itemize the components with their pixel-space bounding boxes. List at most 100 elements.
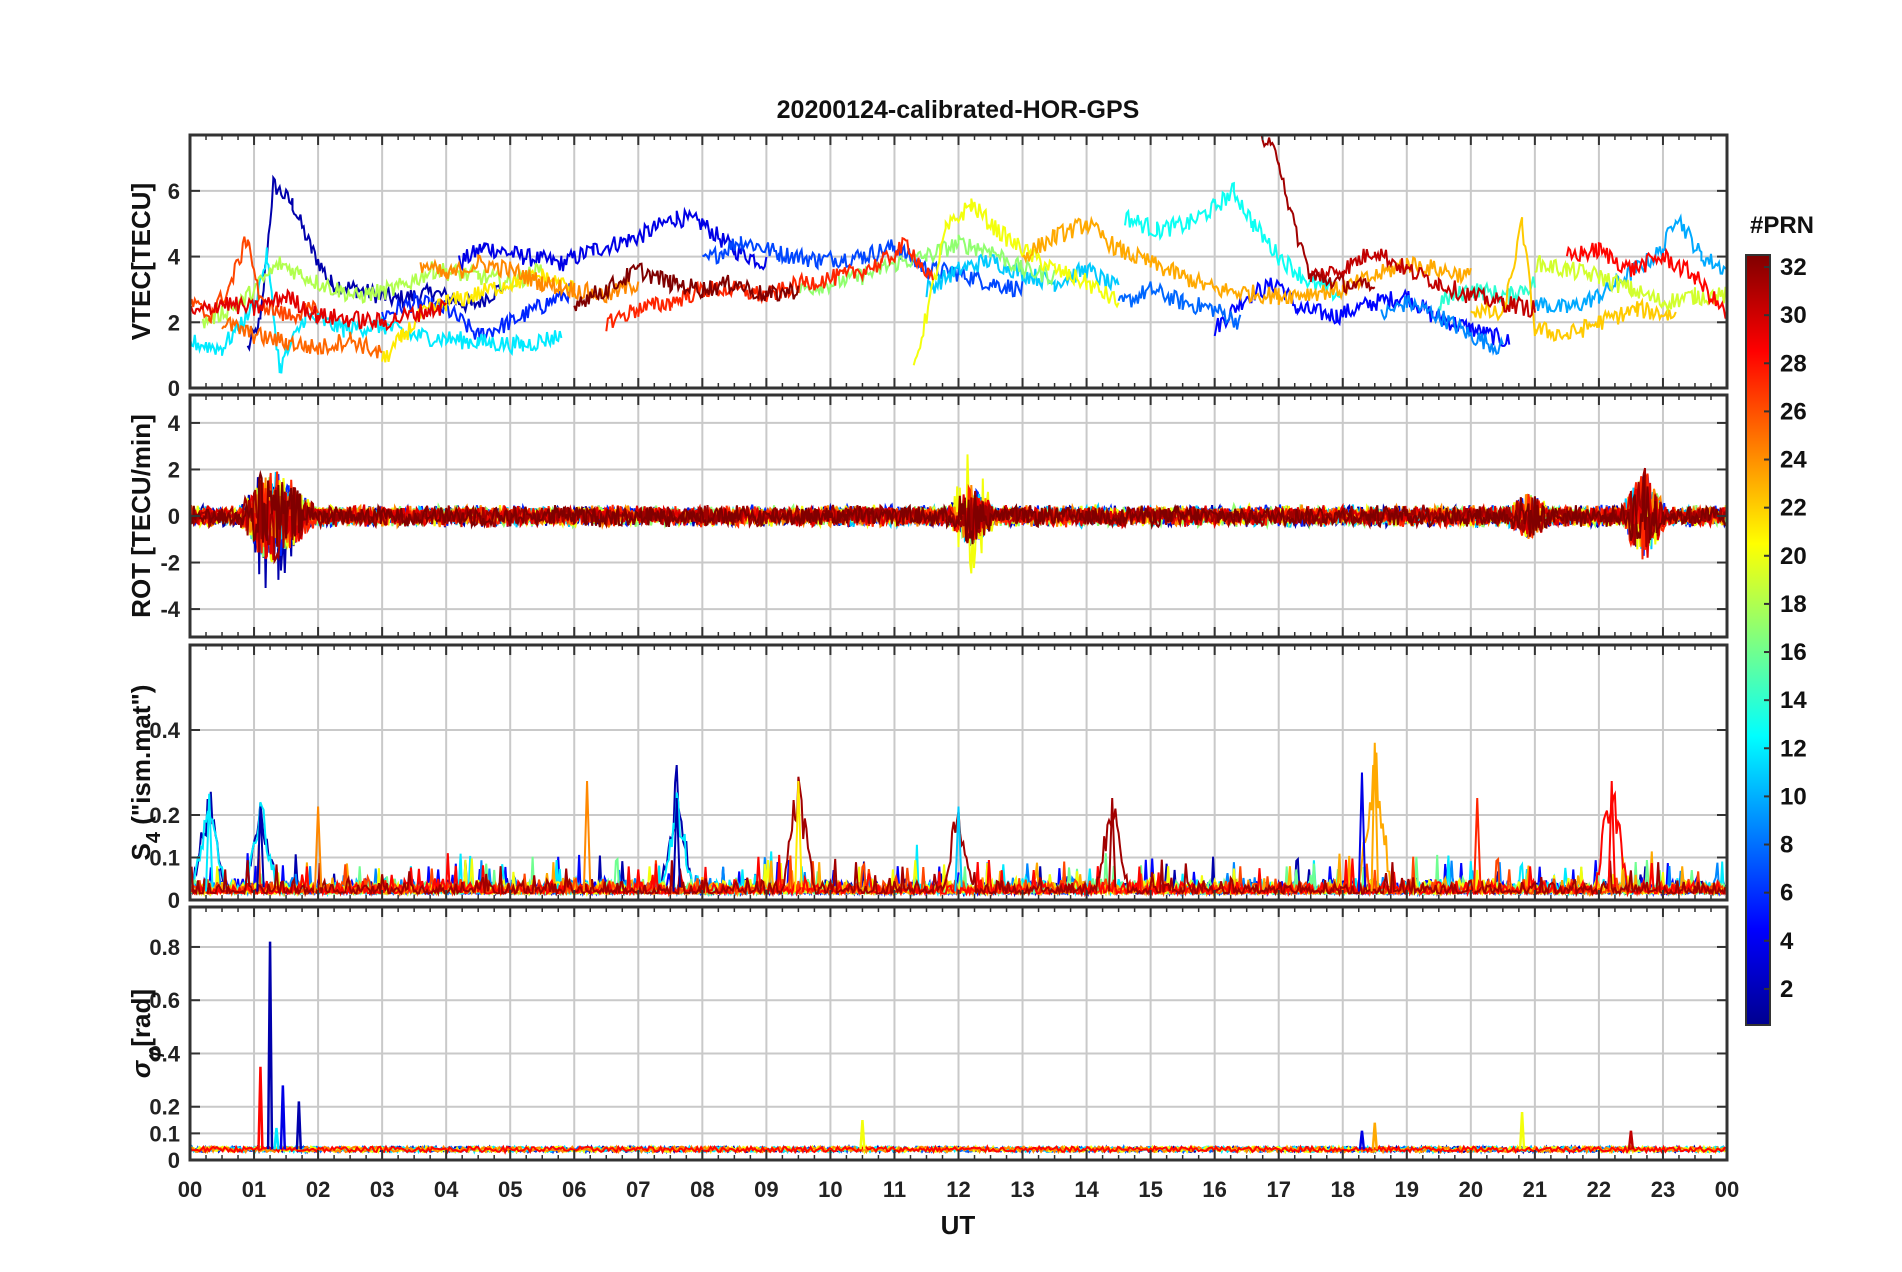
y-axis-label-vtec: VTEC[TECU] [126,183,156,340]
x-tick-label: 05 [498,1177,522,1202]
colorbar-tick-label: 20 [1780,543,1807,570]
panel-s4: 0 0.1 0.2 0.4S4 ("ism.mat") [126,643,1729,913]
colorbar-tick-label: 24 [1780,447,1807,474]
series-line-prn-6 [381,282,576,342]
y-axis-label-sigphi: σφ[rad] [126,989,165,1078]
series-line-prn-20 [912,198,1120,366]
s4-peak-prn-24 [313,806,323,892]
colorbar-tick-label: 28 [1780,350,1807,377]
sigphi-peak-prn-4 [1358,1130,1366,1150]
colorbar-tick-label: 14 [1780,687,1807,714]
x-tick-label: 03 [370,1177,394,1202]
sigphi-peak-prn-20 [1518,1111,1526,1150]
x-tick-label: 11 [883,1177,906,1202]
series-line-prn-24 [419,253,640,304]
y-tick-label: 0.1 [149,846,180,871]
s4-peak-prn-4 [1357,772,1367,892]
y-axis-label-rot: ROT [TECU/min] [126,414,156,618]
y-tick-label: 4 [168,245,181,270]
series-line-prn-32 [573,262,800,312]
x-axis-label: UT [941,1210,976,1240]
y-tick-label: 0.4 [149,1041,180,1066]
sigphi-peak-prn-12 [273,1127,280,1150]
y-tick-label: -4 [160,597,180,622]
series-line-prn-17 [797,234,1056,297]
sigphi-peak-prn-2 [295,1101,303,1150]
data-lines [190,454,1727,589]
y-tick-label: 0.8 [149,935,180,960]
series-line-prn-19 [1534,255,1727,314]
sigphi-peak-prn-23 [1371,1122,1378,1150]
x-tick-label: 01 [242,1177,266,1202]
sigphi-peak-prn-28 [257,1066,264,1150]
series-line-prn-31 [1260,135,1376,295]
colorbar-tick-label: 18 [1780,591,1807,618]
x-tick-label: 19 [1395,1177,1419,1202]
colorbar-title: #PRN [1750,212,1814,239]
sigphi-peak-prn-20 [859,1119,866,1150]
y-tick-label: -2 [160,551,180,576]
y-tick-label: 2 [168,310,180,335]
series-line-prn-30 [1309,248,1536,318]
x-tick-label: 00 [178,1177,202,1202]
x-tick-label: 22 [1587,1177,1611,1202]
series-line-prn-32 [190,469,1727,547]
colorbar-tick-label: 26 [1780,398,1807,425]
x-tick-label: 07 [626,1177,650,1202]
x-tick-label: 02 [306,1177,330,1202]
y-tick-label: 0 [168,504,180,529]
colorbar-tick-label: 10 [1780,783,1807,810]
colorbar-tick-label: 32 [1780,254,1807,281]
colorbar-tick-label: 22 [1780,495,1807,522]
series-line-prn-29 [190,288,447,332]
series-line-prn-28 [1565,242,1727,320]
y-tick-label: 4 [168,411,181,436]
series-line-prn-4 [458,206,768,272]
s4-peak-prn-24 [582,780,592,892]
y-tick-label: 0 [168,376,180,401]
x-tick-label: 14 [1074,1177,1099,1202]
x-tick-label: 16 [1202,1177,1226,1202]
colorbar-tick-label: 16 [1780,639,1807,666]
s4-peak-prn-2 [256,806,265,892]
x-tick-label: 15 [1138,1177,1162,1202]
y-tick-label: 0 [168,1148,180,1173]
s4-peak-prn-23 [1370,742,1379,892]
y-tick-label: 2 [168,457,180,482]
sigphi-peak-prn-4 [279,1085,287,1150]
y-tick-label: 0.2 [149,1095,180,1120]
colorbar-tick-label: 30 [1780,302,1807,329]
x-tick-label: 06 [562,1177,586,1202]
colorbar-tick-label: 4 [1780,928,1794,955]
x-tick-label: 17 [1266,1177,1290,1202]
x-tick-label: 08 [690,1177,714,1202]
panel-sigphi: 00.10.2 0.4 0.6 0.8 σφ[rad] [126,905,1729,1173]
colorbar-tick-label: 8 [1780,832,1793,859]
panel-rot: -4 -2 0 2 4 ROT [TECU/min] [126,393,1729,639]
s4-peak-prn-27 [1473,797,1482,892]
series-line-prn-9 [1380,294,1504,356]
colorbar: #PRN 32 30 28 26 24 22 20 18 16 14 12 10 8 6 4 2 [1745,212,1814,1026]
x-tick-label: 04 [434,1177,459,1202]
s4-peak-prn-12 [205,793,214,892]
s4-peak-prn-11 [954,806,963,892]
x-tick-label: 09 [754,1177,778,1202]
series-line-prn-13 [1124,181,1344,302]
x-tick-label: 13 [1010,1177,1034,1202]
sigphi-peak-prn-2 [266,941,274,1150]
colorbar-tick-label: 2 [1780,976,1793,1003]
x-tick-label: 12 [946,1177,970,1202]
colorbar-tick-label: 12 [1780,735,1807,762]
x-tick-label: 10 [818,1177,842,1202]
colorbar-tick-label: 6 [1780,880,1793,907]
y-axis-label-s4: S4 ("ism.mat") [126,685,165,861]
s4-peak-prn-2 [672,797,681,892]
series-line-prn-25 [221,316,383,359]
series-line-prn-7 [702,236,1024,298]
chart-title: 20200124-calibrated-HOR-GPS [777,96,1140,124]
x-tick-label: 21 [1523,1177,1547,1202]
y-tick-label: 0 [168,888,180,913]
x-tick-label: 20 [1459,1177,1483,1202]
data-lines [190,135,1727,374]
